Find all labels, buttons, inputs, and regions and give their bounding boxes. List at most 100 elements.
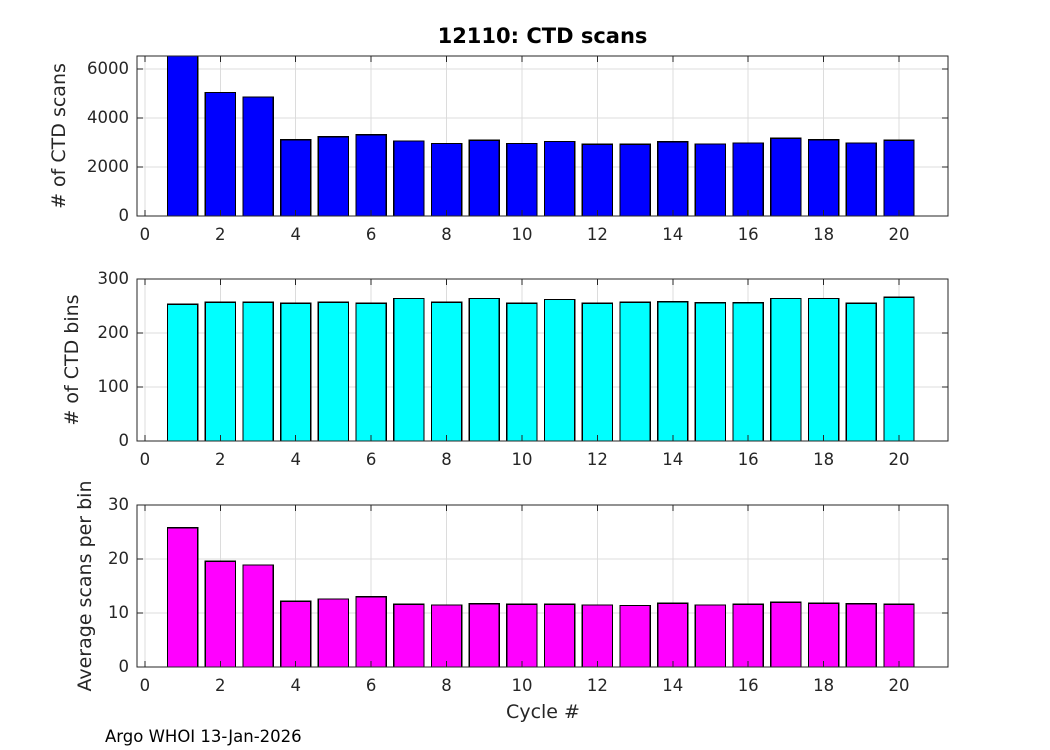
svg-text:4000: 4000 [87,108,129,127]
bar [845,603,878,668]
svg-text:6000: 6000 [87,59,129,78]
bar [279,600,312,668]
bar [581,143,614,217]
bar [619,604,651,668]
svg-text:300: 300 [98,269,130,288]
svg-text:2: 2 [215,676,226,695]
bar [732,142,764,217]
bar [619,143,651,217]
svg-text:2000: 2000 [87,157,129,176]
subplot-1-bars [166,296,915,442]
svg-text:16: 16 [738,225,759,244]
subplot-1-box [136,278,949,442]
bar [543,603,576,668]
svg-text:18: 18 [813,225,834,244]
svg-text:4: 4 [290,225,301,244]
bar [317,301,350,442]
subplot-0-bars [166,55,915,217]
svg-text:10: 10 [512,450,533,469]
subplot-0-ytick-labels: 0 2000 4000 6000 [87,59,129,225]
svg-text:8: 8 [441,676,452,695]
bar [242,96,274,217]
svg-text:4: 4 [290,676,301,695]
bar [279,139,312,217]
subplot-2-bars [166,527,915,668]
bar [393,603,425,668]
svg-text:0: 0 [140,676,151,695]
bar [770,601,802,668]
svg-text:0: 0 [140,225,151,244]
svg-text:8: 8 [441,225,452,244]
subplot-0: 0 2 4 6 8 10 12 14 16 18 20 0 2000 4000 6000 [87,55,949,244]
bar [166,527,199,668]
svg-text:0: 0 [119,431,130,450]
svg-text:12: 12 [587,676,608,695]
bar [279,302,312,442]
bar [732,603,764,668]
bar [657,301,689,442]
svg-text:10: 10 [108,603,129,622]
bar [883,603,915,668]
bar [430,301,463,442]
bar [807,297,840,442]
bar [317,598,350,668]
bar [883,139,915,217]
svg-text:18: 18 [813,450,834,469]
svg-text:16: 16 [738,450,759,469]
subplot-0-box [136,55,949,217]
svg-text:16: 16 [738,676,759,695]
svg-text:10: 10 [512,676,533,695]
bar [430,604,463,668]
bar [355,134,387,217]
bar [468,139,500,217]
bar [242,564,274,668]
subplot-0-xtick-labels: 0 2 4 6 8 10 12 14 16 18 20 [140,225,910,244]
chart-title: 12110: CTD scans [437,24,648,48]
bar [807,139,840,217]
svg-text:200: 200 [98,323,130,342]
bar [732,302,764,442]
bar [204,301,237,442]
ylabel-avg-scans-per-bin: Average scans per bin [74,480,96,692]
bar [581,604,614,668]
bar [506,302,538,442]
bar [430,142,463,217]
svg-text:6: 6 [366,676,377,695]
bar [166,55,199,217]
bar [694,604,727,668]
svg-text:6: 6 [366,225,377,244]
bar [770,297,802,442]
bar [770,137,802,217]
bar [393,140,425,217]
footer-caption: Argo WHOI 13-Jan-2026 [105,727,302,746]
svg-text:0: 0 [140,450,151,469]
svg-text:2: 2 [215,225,226,244]
svg-text:20: 20 [889,225,910,244]
svg-text:14: 14 [662,225,683,244]
subplot-2: 0 2 4 6 8 10 12 14 16 18 20 0 10 20 30 [108,495,949,695]
bar [845,302,878,442]
xlabel-cycle: Cycle # [506,701,580,723]
svg-text:20: 20 [889,676,910,695]
ylabel-ctd-bins: # of CTD bins [61,294,83,426]
bar [204,560,237,668]
bar [657,140,689,217]
svg-text:30: 30 [108,495,129,514]
subplot-2-box [136,504,949,668]
bar [317,135,350,217]
svg-text:12: 12 [587,450,608,469]
svg-text:14: 14 [662,450,683,469]
bar [543,298,576,442]
svg-text:2: 2 [215,450,226,469]
svg-text:100: 100 [98,377,130,396]
svg-text:20: 20 [889,450,910,469]
bar [581,302,614,442]
subplot-2-xtick-labels: 0 2 4 6 8 10 12 14 16 18 20 [140,676,910,695]
bar [166,303,199,442]
svg-text:18: 18 [813,676,834,695]
svg-text:10: 10 [512,225,533,244]
svg-text:12: 12 [587,225,608,244]
svg-text:4: 4 [290,450,301,469]
